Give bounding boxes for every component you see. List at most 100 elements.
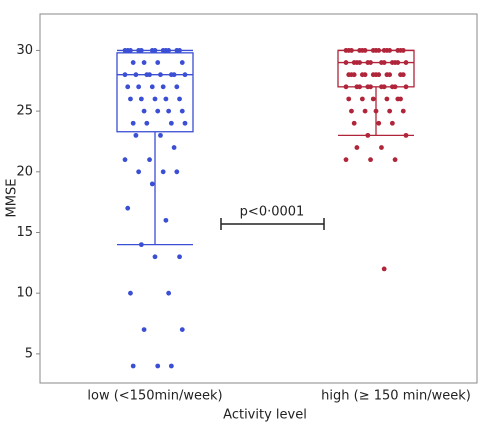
data-point [149, 181, 155, 187]
data-point [387, 108, 393, 114]
data-point [376, 120, 382, 126]
data-point [147, 157, 152, 163]
data-point [130, 363, 136, 369]
y-tick-label: 10 [16, 286, 33, 301]
data-point [155, 60, 161, 65]
data-point [179, 327, 185, 332]
data-point [158, 72, 163, 78]
data-point [168, 120, 174, 126]
data-point [182, 120, 188, 126]
data-point [395, 60, 401, 65]
data-point [403, 132, 409, 138]
data-point [128, 48, 133, 53]
data-point [381, 84, 387, 90]
data-point [138, 242, 144, 248]
data-point [144, 120, 150, 126]
data-point [403, 60, 409, 65]
data-point [343, 60, 349, 65]
data-point [122, 72, 128, 78]
x-axis-label: Activity level [223, 408, 307, 423]
data-point [177, 48, 182, 53]
plot-frame [39, 13, 478, 384]
data-point [141, 327, 147, 332]
data-point [174, 84, 180, 90]
data-point [389, 120, 395, 126]
data-point [379, 145, 384, 150]
data-point [128, 290, 133, 296]
data-point [155, 108, 161, 114]
data-point [130, 60, 136, 65]
data-point [357, 60, 363, 65]
data-point [368, 84, 373, 90]
x-tick-label: low (<150min/week) [87, 389, 222, 404]
box [116, 52, 194, 133]
data-point [149, 84, 155, 90]
y-tick-label: 25 [16, 104, 33, 119]
data-point [125, 205, 131, 211]
data-point [166, 48, 172, 53]
data-point [160, 84, 166, 90]
data-point [128, 96, 133, 102]
y-tick-label: 5 [25, 346, 33, 361]
data-point [365, 132, 371, 138]
data-point [400, 108, 406, 114]
data-point [152, 48, 158, 53]
data-point [133, 72, 139, 78]
data-point [357, 84, 363, 90]
data-point [343, 84, 349, 90]
data-point [136, 169, 142, 175]
data-point [163, 217, 169, 223]
y-tick-label: 20 [16, 164, 33, 179]
data-point [171, 72, 177, 78]
data-point [349, 108, 354, 114]
data-point [138, 48, 144, 53]
data-point [179, 60, 185, 65]
data-point [174, 169, 180, 175]
data-point [370, 96, 376, 102]
data-point [138, 96, 144, 102]
data-point [168, 363, 174, 369]
data-point [381, 266, 387, 272]
data-point [362, 108, 368, 114]
data-point [177, 96, 182, 102]
data-point [387, 48, 393, 53]
data-point [136, 84, 142, 90]
data-point [392, 157, 398, 163]
x-tick-label: high (≥ 150 min/week) [321, 389, 471, 404]
data-point [122, 157, 128, 163]
data-point [177, 254, 182, 260]
data-point [362, 72, 368, 78]
data-point [362, 48, 368, 53]
data-point [400, 72, 406, 78]
y-axis-label: MMSE [5, 179, 20, 218]
data-point [384, 96, 390, 102]
data-point [141, 108, 147, 114]
data-point [166, 108, 172, 114]
data-point [403, 84, 409, 90]
data-point [398, 96, 403, 102]
data-point [376, 72, 382, 78]
data-point [351, 120, 357, 126]
data-point [166, 290, 172, 296]
data-point [130, 120, 136, 126]
data-point [351, 72, 357, 78]
data-point [125, 84, 131, 90]
p-bracket [220, 218, 325, 230]
data-point [182, 72, 188, 78]
data-point [155, 363, 161, 369]
data-point [152, 96, 158, 102]
data-point [368, 60, 373, 65]
data-point [376, 48, 382, 53]
data-point [387, 72, 393, 78]
data-point [179, 108, 185, 114]
data-point [133, 132, 139, 138]
data-point [373, 108, 379, 114]
data-point [158, 132, 163, 138]
data-point [359, 96, 365, 102]
data-point [392, 84, 398, 90]
data-point [400, 48, 406, 53]
data-point [368, 157, 373, 163]
data-point [343, 157, 349, 163]
annotation: p<0·0001 [240, 205, 305, 220]
